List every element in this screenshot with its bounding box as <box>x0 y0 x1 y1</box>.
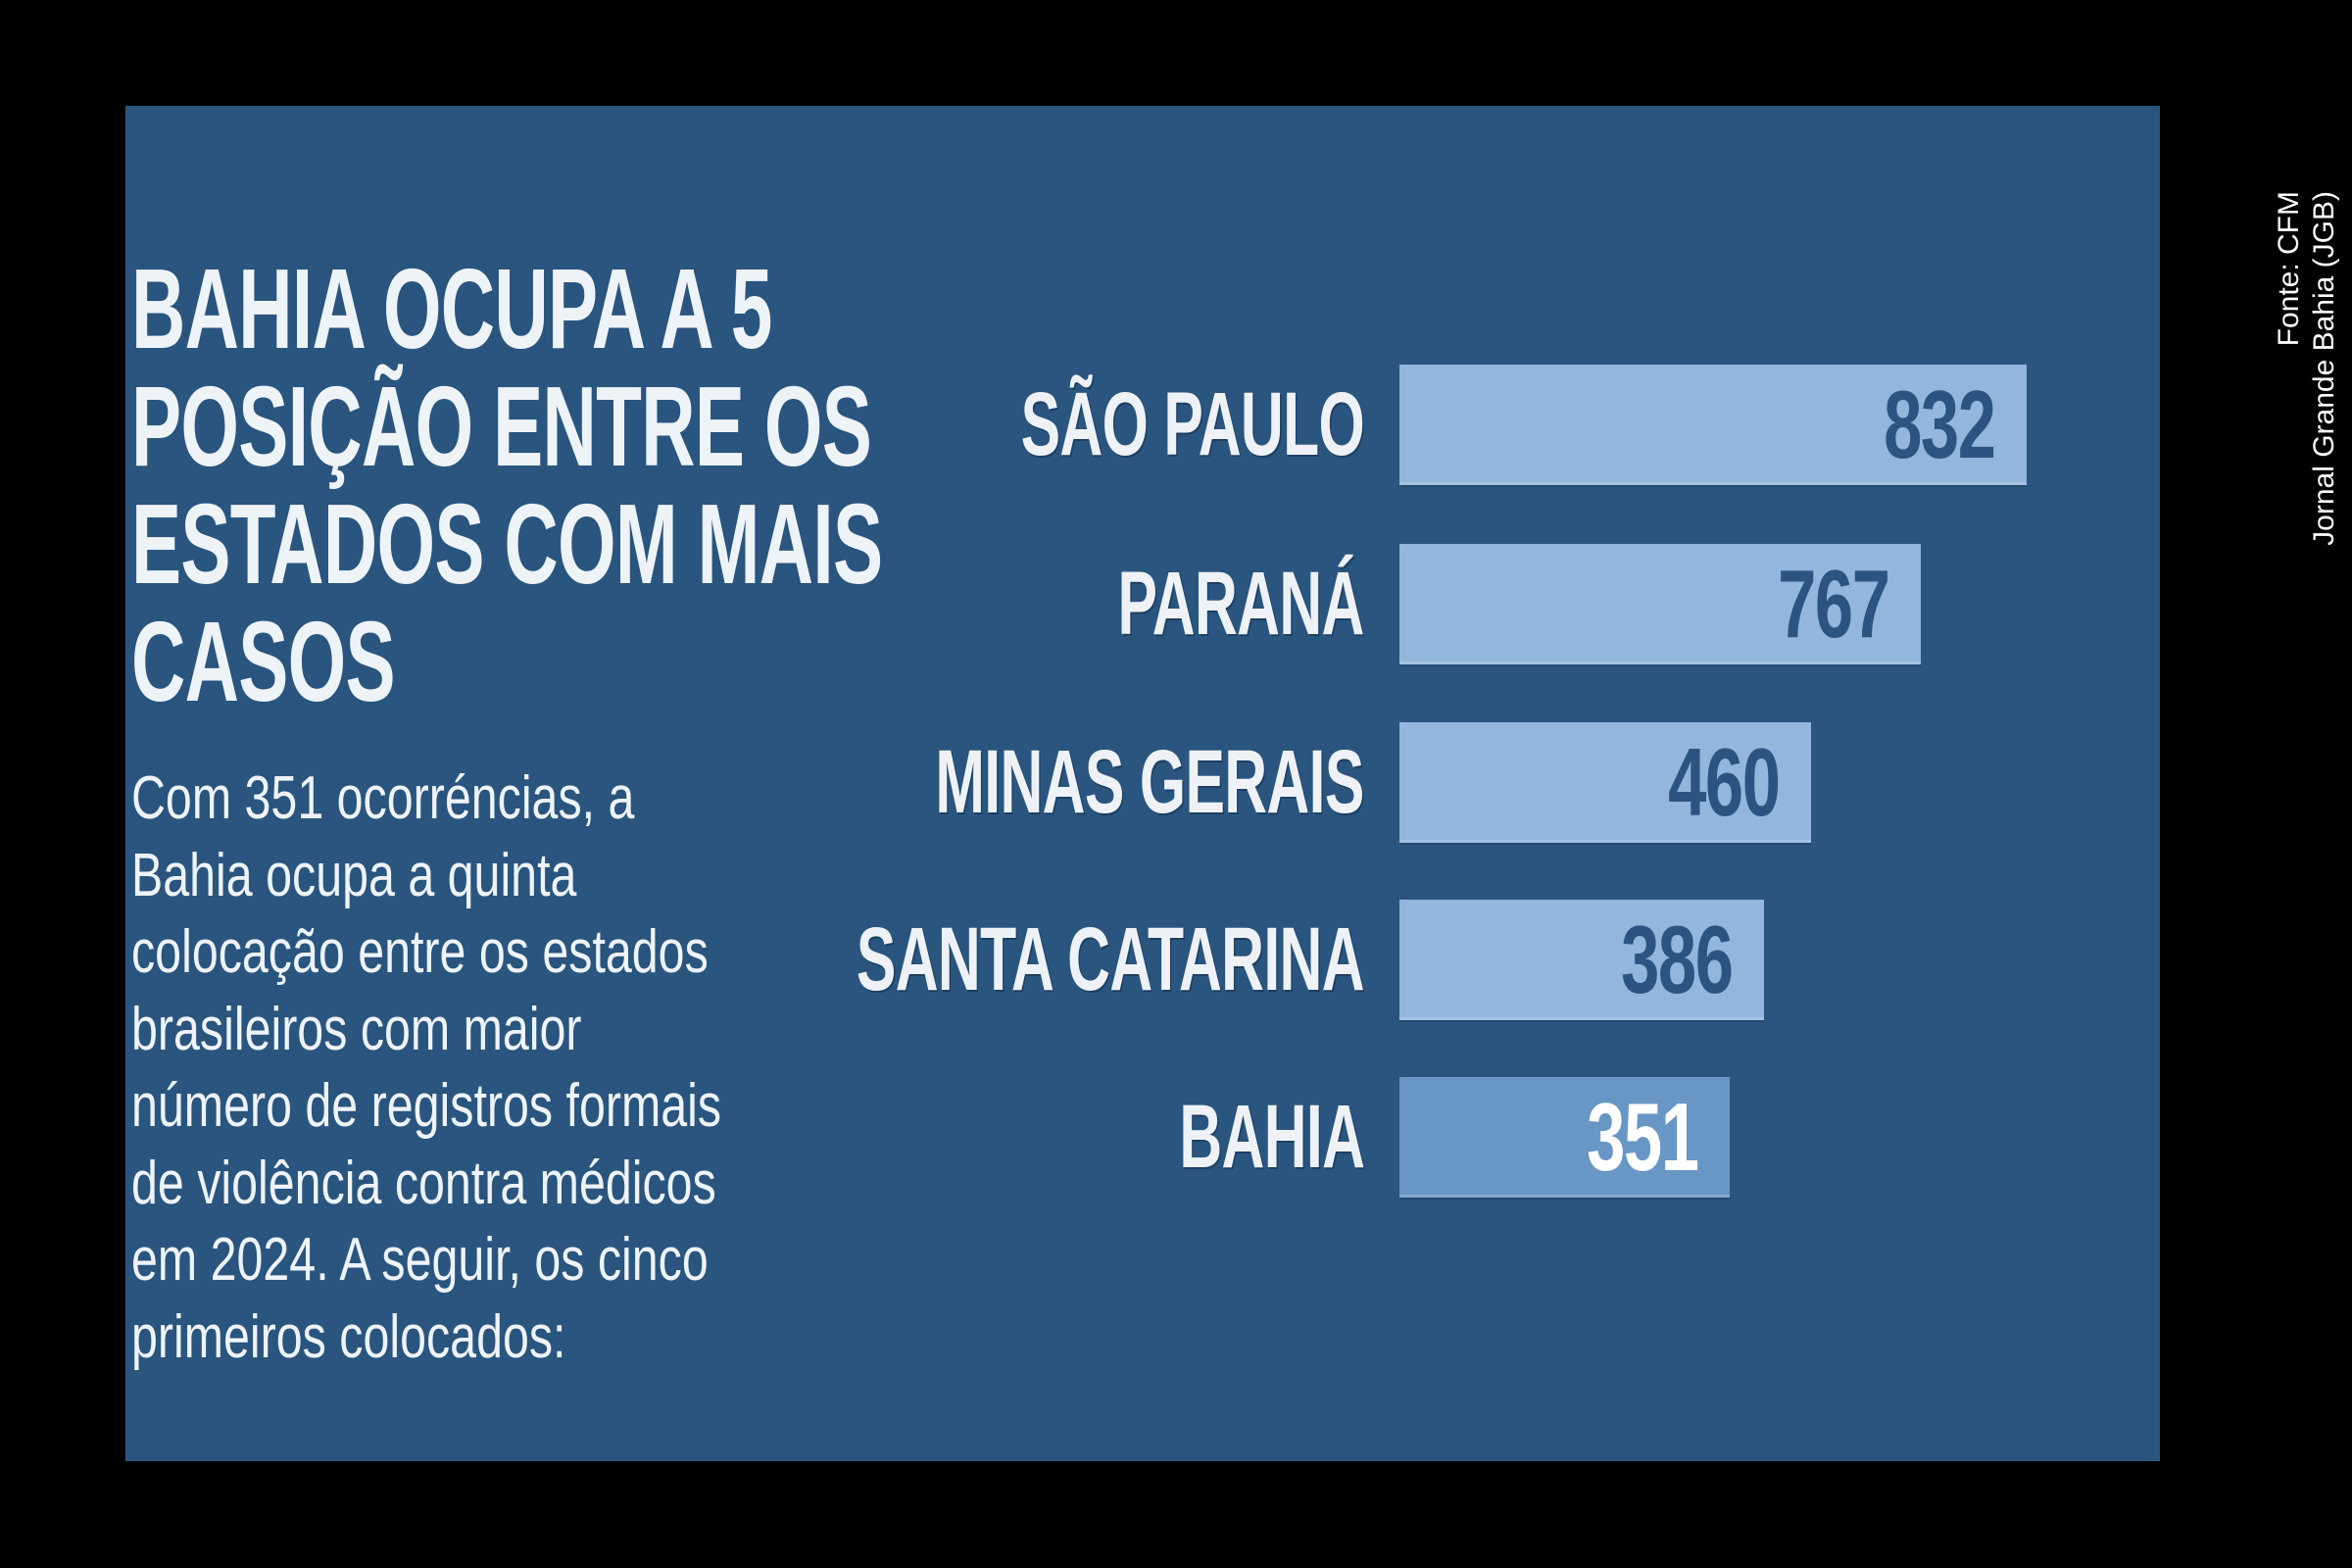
description-line: de violência contra médicos <box>131 1149 716 1217</box>
headline-line: BAHIA OCUPA A 5 <box>131 245 772 372</box>
bar-value: 767 <box>1778 550 1891 658</box>
category-label: BAHIA <box>1179 1087 1365 1187</box>
chart-row-parana: PARANÁ 767 <box>125 544 2160 664</box>
category-label: PARANÁ <box>1117 554 1365 654</box>
category-label: MINAS GERAIS <box>935 732 1365 832</box>
chart-row-minas-gerais: MINAS GERAIS 460 <box>125 722 2160 843</box>
publisher-text: Jornal Grande Bahia (JGB) <box>2308 191 2340 546</box>
headline-line: ESTADOS COM MAIS <box>131 480 883 608</box>
chart-row-santa-catarina: SANTA CATARINA 386 <box>125 900 2160 1020</box>
description-line: Com 351 ocorréncias, a <box>131 764 635 832</box>
bar-value: 460 <box>1668 728 1782 836</box>
description-line: brasileiros com maior <box>131 995 582 1063</box>
bar-bahia-highlighted: 351 <box>1399 1077 1730 1198</box>
source-credit: Fonte: CFM Jornal Grande Bahia (JGB) <box>2272 191 2346 588</box>
bar-value: 351 <box>1587 1083 1700 1191</box>
description-line: número de registros formais <box>131 1072 722 1140</box>
infographic-panel: BAHIA OCUPA A 5 POSIÇÃO ENTRE OS ESTADOS… <box>125 106 2160 1461</box>
bar-value: 832 <box>1884 370 1997 478</box>
description-line: colocação entre os estados <box>131 918 709 986</box>
category-label: SÃO PAULO <box>1020 374 1364 474</box>
chart-row-bahia: BAHIA 351 <box>125 1077 2160 1198</box>
bar-chart: SÃO PAULO 832 PARANÁ 767 MINAS GERAIS 46… <box>125 106 2160 1461</box>
category-label: SANTA CATARINA <box>856 909 1365 1009</box>
description-line: Bahia ocupa a quinta <box>131 841 577 909</box>
chart-row-sao-paulo: SÃO PAULO 832 <box>125 365 2160 485</box>
description-line: primeiros colocados: <box>131 1302 566 1371</box>
headline-line: POSIÇÃO ENTRE OS <box>131 363 872 490</box>
headline-line: CASOS <box>131 598 396 725</box>
description-line: em 2024. A seguir, os cinco <box>131 1226 709 1294</box>
bar-sao-paulo: 832 <box>1399 365 2027 485</box>
bar-santa-catarina: 386 <box>1399 900 1764 1020</box>
bar-value: 386 <box>1621 906 1735 1013</box>
headline: BAHIA OCUPA A 5 POSIÇÃO ENTRE OS ESTADOS… <box>131 245 883 725</box>
description-text: Com 351 ocorréncias, a Bahia ocupa a qui… <box>131 760 972 1376</box>
bar-minas-gerais: 460 <box>1399 722 1811 843</box>
source-text: Fonte: CFM <box>2273 191 2305 347</box>
bar-parana: 767 <box>1399 544 1921 664</box>
